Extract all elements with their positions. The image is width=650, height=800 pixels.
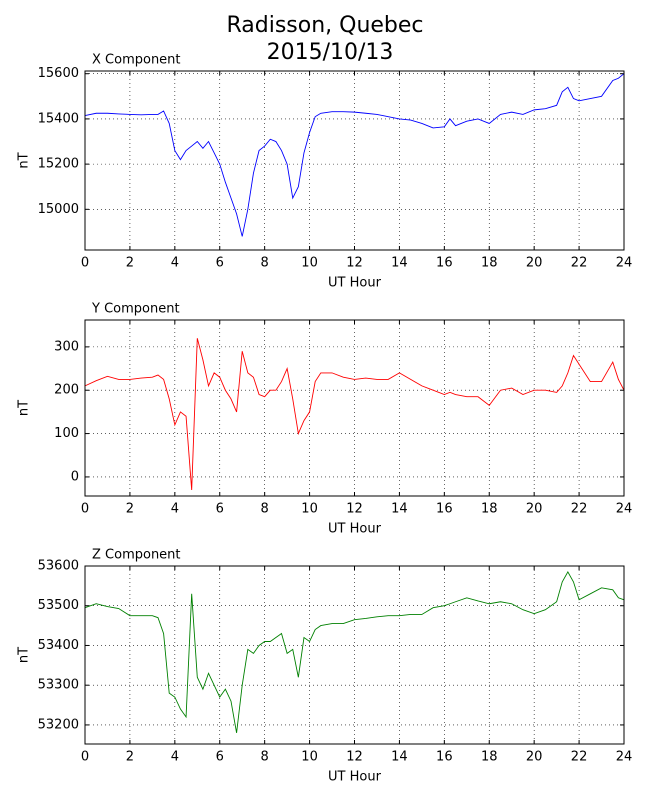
y-tick-label: 53300 — [38, 678, 79, 693]
x-axis-label: UT Hour — [328, 522, 382, 537]
y-tick-label: 0 — [71, 469, 79, 484]
plot-frame — [84, 70, 625, 251]
x-tick-label: 6 — [216, 750, 224, 765]
x-axis-label: UT Hour — [328, 770, 382, 785]
x-tick-label: 4 — [171, 750, 179, 765]
x-tick-label: 10 — [301, 750, 318, 765]
x-tick-label: 24 — [616, 502, 633, 517]
y-axis-label: nT — [17, 647, 32, 663]
data-line — [84, 338, 625, 490]
x-tick-label: 6 — [216, 256, 224, 271]
subplot-title: X Component — [92, 53, 181, 68]
x-tick-label: 0 — [81, 502, 89, 517]
x-tick-label: 8 — [261, 502, 269, 517]
x-tick-label: 20 — [526, 750, 543, 765]
x-tick-label: 4 — [171, 502, 179, 517]
figure-subtitle: 2015/10/13 — [267, 40, 394, 65]
x-axis-label: UT Hour — [328, 276, 382, 291]
x-tick-label: 12 — [346, 502, 363, 517]
y-tick-label: 53200 — [38, 717, 79, 732]
x-tick-label: 14 — [391, 750, 408, 765]
y-tick-label: 15000 — [38, 202, 79, 217]
x-tick-label: 16 — [436, 750, 453, 765]
x-tick-label: 12 — [346, 256, 363, 271]
x-tick-label: 0 — [81, 256, 89, 271]
x-tick-label: 12 — [346, 750, 363, 765]
y-axis-label: nT — [17, 152, 32, 168]
x-tick-label: 10 — [301, 502, 318, 517]
y-tick-label: 300 — [54, 339, 79, 354]
figure-title: Radisson, Quebec — [226, 13, 423, 38]
x-tick-label: 22 — [571, 750, 588, 765]
x-tick-label: 18 — [481, 502, 498, 517]
data-line — [84, 571, 625, 733]
x-tick-label: 14 — [391, 502, 408, 517]
x-tick-label: 6 — [216, 502, 224, 517]
x-tick-label: 22 — [571, 502, 588, 517]
x-tick-label: 2 — [126, 256, 134, 271]
subplot-title: Y Component — [91, 302, 180, 317]
plot-frame — [84, 319, 625, 497]
x-tick-label: 18 — [481, 256, 498, 271]
y-tick-label: 15600 — [38, 66, 79, 81]
y-axis-label: nT — [17, 400, 32, 416]
x-tick-label: 8 — [261, 750, 269, 765]
x-tick-label: 20 — [526, 502, 543, 517]
x-tick-label: 2 — [126, 750, 134, 765]
y-tick-label: 53500 — [38, 598, 79, 613]
y-tick-label: 53600 — [38, 559, 79, 574]
x-tick-label: 24 — [616, 750, 633, 765]
y-tick-label: 53400 — [38, 638, 79, 653]
x-tick-label: 8 — [261, 256, 269, 271]
x-tick-label: 18 — [481, 750, 498, 765]
x-tick-label: 10 — [301, 256, 318, 271]
x-tick-label: 14 — [391, 256, 408, 271]
x-tick-label: 2 — [126, 502, 134, 517]
x-tick-label: 16 — [436, 502, 453, 517]
x-tick-label: 0 — [81, 750, 89, 765]
x-tick-label: 4 — [171, 256, 179, 271]
plot-frame — [84, 565, 625, 745]
y-tick-label: 200 — [54, 383, 79, 398]
x-tick-label: 20 — [526, 256, 543, 271]
x-tick-label: 16 — [436, 256, 453, 271]
x-tick-label: 24 — [616, 256, 633, 271]
y-tick-label: 15400 — [38, 111, 79, 126]
y-tick-label: 100 — [54, 426, 79, 441]
subplot-title: Z Component — [92, 548, 181, 563]
y-tick-label: 15200 — [38, 157, 79, 172]
x-tick-label: 22 — [571, 256, 588, 271]
data-line — [84, 73, 625, 237]
